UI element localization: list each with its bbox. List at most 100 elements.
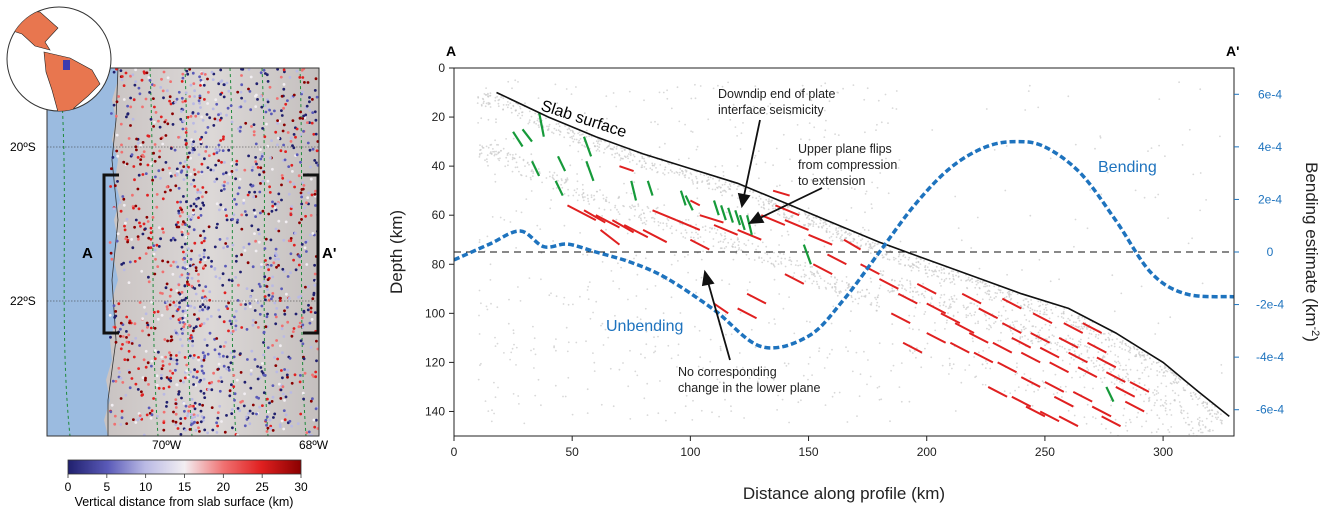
seismicity-dot bbox=[1029, 309, 1031, 312]
seismicity-dot bbox=[1041, 380, 1044, 383]
earthquake-dot bbox=[243, 168, 247, 172]
seismicity-dot bbox=[681, 172, 684, 175]
seismicity-dot bbox=[572, 140, 575, 143]
earthquake-dot bbox=[152, 244, 156, 248]
seismicity-dot bbox=[509, 221, 512, 223]
seismicity-dot bbox=[572, 303, 574, 306]
seismicity-dot bbox=[714, 165, 717, 168]
seismicity-dot bbox=[1146, 366, 1149, 368]
seismicity-dot bbox=[680, 232, 683, 235]
seismicity-dot bbox=[900, 362, 903, 364]
seismicity-dot bbox=[1121, 343, 1123, 345]
earthquake-dot bbox=[222, 354, 225, 358]
extension-axis bbox=[521, 128, 533, 143]
earthquake-dot bbox=[280, 369, 283, 372]
seismicity-dot bbox=[1048, 336, 1050, 339]
seismicity-dot bbox=[765, 198, 768, 201]
earthquake-dot bbox=[255, 412, 258, 416]
compression-axis bbox=[808, 233, 833, 246]
seismicity-dot bbox=[834, 288, 837, 290]
seismicity-dot bbox=[496, 306, 499, 309]
seismicity-dot bbox=[1163, 365, 1166, 367]
compression-axis bbox=[1105, 371, 1126, 383]
seismicity-dot bbox=[831, 348, 833, 351]
seismicity-dot bbox=[955, 274, 957, 277]
earthquake-dot bbox=[189, 83, 193, 87]
earthquake-dot bbox=[273, 202, 277, 206]
seismicity-dot bbox=[880, 398, 883, 401]
seismicity-dot bbox=[717, 84, 719, 87]
seismicity-dot bbox=[480, 362, 482, 365]
earthquake-dot bbox=[222, 184, 226, 188]
seismicity-dot bbox=[1202, 424, 1204, 426]
seismicity-dot bbox=[895, 108, 898, 110]
seismicity-dot bbox=[1195, 438, 1197, 440]
seismicity-dot bbox=[880, 273, 882, 275]
earthquake-dot bbox=[193, 89, 197, 93]
seismicity-dot bbox=[566, 128, 569, 131]
seismicity-dot bbox=[945, 305, 947, 308]
earthquake-dot bbox=[163, 120, 167, 124]
seismicity-dot bbox=[1210, 449, 1212, 451]
seismicity-dot bbox=[1216, 446, 1218, 448]
seismicity-dot bbox=[1061, 359, 1064, 362]
seismicity-dot bbox=[675, 171, 678, 173]
seismicity-dot bbox=[834, 276, 836, 278]
seismicity-dot bbox=[1082, 374, 1085, 377]
earthquake-dot bbox=[274, 130, 278, 134]
earthquake-dot bbox=[159, 176, 162, 180]
earthquake-dot bbox=[195, 197, 199, 201]
earthquake-dot bbox=[283, 368, 286, 371]
earthquake-dot bbox=[193, 173, 197, 176]
seismicity-dot bbox=[618, 213, 621, 216]
colorbar-tick-label: 25 bbox=[255, 480, 269, 494]
seismicity-dot bbox=[1077, 317, 1079, 320]
earthquake-dot bbox=[160, 367, 164, 371]
seismicity-dot bbox=[845, 276, 848, 278]
seismicity-dot bbox=[506, 101, 509, 103]
earthquake-dot bbox=[131, 73, 135, 77]
seismicity-dot bbox=[860, 239, 862, 242]
seismicity-dot bbox=[505, 138, 507, 140]
seismicity-dot bbox=[1183, 389, 1186, 392]
seismicity-dot bbox=[1056, 392, 1059, 394]
seismicity-dot bbox=[537, 124, 540, 127]
seismicity-dot bbox=[704, 229, 707, 232]
seismicity-dot bbox=[650, 217, 653, 219]
seismicity-dot bbox=[598, 207, 601, 210]
earthquake-dot bbox=[162, 231, 165, 234]
earthquake-dot bbox=[210, 265, 213, 268]
earthquake-dot bbox=[126, 240, 129, 244]
earthquake-dot bbox=[201, 303, 205, 306]
earthquake-dot bbox=[307, 430, 311, 434]
seismicity-dot bbox=[1191, 427, 1194, 429]
earthquake-dot bbox=[159, 115, 163, 119]
earthquake-dot bbox=[251, 323, 255, 327]
seismicity-dot bbox=[752, 191, 754, 194]
seismicity-dot bbox=[719, 345, 722, 348]
seismicity-dot bbox=[1054, 306, 1057, 309]
seismicity-dot bbox=[1169, 409, 1171, 411]
seismicity-dot bbox=[1187, 242, 1190, 245]
seismicity-dot bbox=[659, 323, 662, 326]
seismicity-dot bbox=[1081, 361, 1084, 364]
seismicity-dot bbox=[643, 157, 645, 160]
seismicity-dot bbox=[733, 241, 736, 244]
seismicity-dot bbox=[587, 285, 590, 288]
seismicity-dot bbox=[1097, 334, 1100, 336]
seismicity-dot bbox=[719, 349, 722, 352]
seismicity-dot bbox=[1033, 309, 1036, 312]
earthquake-dot bbox=[165, 185, 169, 189]
earthquake-dot bbox=[231, 243, 235, 247]
earthquake-dot bbox=[273, 301, 277, 305]
seismicity-dot bbox=[645, 330, 648, 333]
seismicity-dot bbox=[478, 241, 481, 244]
seismicity-dot bbox=[1151, 363, 1153, 365]
extension-axis bbox=[802, 244, 812, 265]
earthquake-dot bbox=[187, 165, 190, 169]
seismicity-dot bbox=[658, 91, 661, 94]
seismicity-dot bbox=[552, 240, 554, 242]
earthquake-dot bbox=[206, 352, 210, 356]
earthquake-dot bbox=[147, 275, 150, 279]
earthquake-dot bbox=[246, 358, 249, 361]
